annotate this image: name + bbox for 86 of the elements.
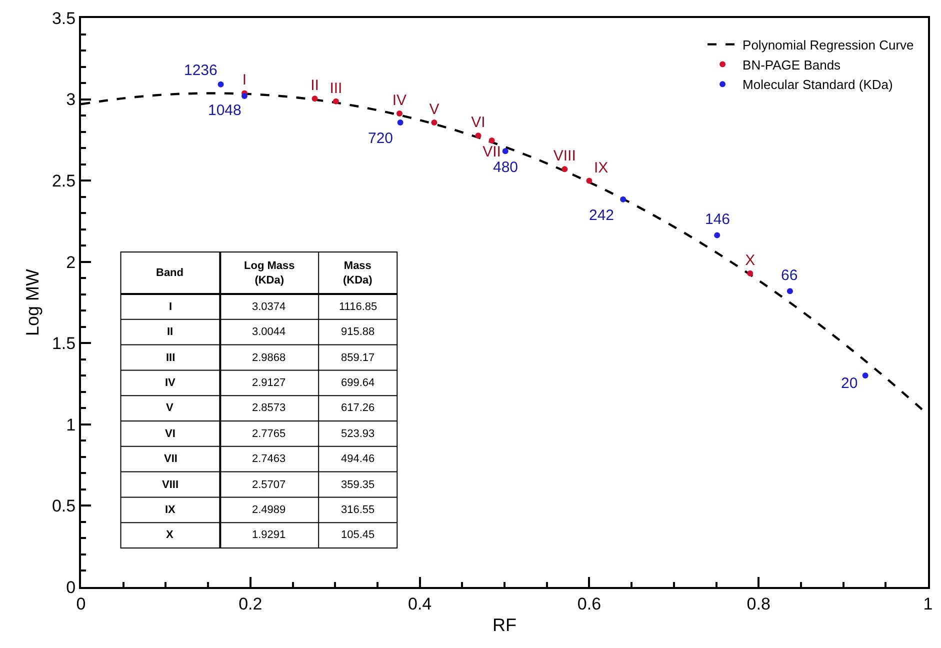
data-label: V — [429, 100, 440, 118]
category-label: VIII — [162, 479, 179, 491]
legend-label: BN-PAGE Bands — [742, 57, 842, 72]
data-label: 915.88 — [341, 326, 375, 338]
y-tick-label: 3 — [66, 90, 76, 110]
data-label: 316.55 — [341, 504, 375, 516]
point — [586, 178, 592, 184]
point — [396, 110, 402, 116]
data-label: VI — [471, 114, 486, 132]
annotation: 720 — [368, 130, 394, 147]
data-label: VII — [482, 144, 501, 161]
data-label: II — [310, 77, 319, 94]
point — [332, 98, 339, 104]
data-label: 2.7765 — [252, 428, 286, 440]
text: Mass (KDa) — [343, 260, 373, 286]
x-tick-label: 0.8 — [746, 594, 770, 614]
point — [218, 81, 224, 88]
point — [502, 148, 508, 154]
data-label: 2.8573 — [252, 402, 286, 414]
annotation: 1048 — [208, 102, 242, 119]
annotation: 146 — [705, 211, 730, 228]
y-tick-label: 0 — [66, 578, 76, 597]
point — [397, 120, 404, 126]
x-tick-label: 1 — [923, 594, 933, 614]
data-label: IX — [594, 159, 608, 176]
y-axis-title: Log MW — [22, 268, 43, 336]
point — [747, 270, 754, 276]
point — [714, 232, 720, 238]
annotation: 20 — [841, 375, 858, 392]
data-label: 494.46 — [341, 453, 375, 465]
category-label: IV — [165, 377, 176, 389]
legend-label: Polynomial Regression Curve — [742, 37, 914, 52]
point — [620, 196, 626, 202]
point — [312, 96, 318, 102]
data-label: 859.17 — [341, 352, 375, 364]
data-label: 1.9291 — [252, 529, 286, 541]
data-label: X — [745, 252, 756, 269]
annotation: 66 — [781, 267, 798, 284]
data-label: 105.45 — [341, 529, 375, 541]
data-label: 2.9127 — [252, 377, 286, 389]
data-label: 699.64 — [341, 377, 375, 389]
y-tick-label: 1 — [66, 415, 76, 434]
data-label: VIII — [553, 148, 576, 165]
point — [786, 288, 793, 294]
point — [241, 93, 248, 100]
category-label: VII — [164, 453, 178, 465]
category-label: III — [166, 352, 176, 364]
point — [431, 119, 438, 126]
y-tick-label: 2 — [66, 252, 76, 272]
data-label: 2.7463 — [252, 453, 286, 465]
x-axis-title: RF — [492, 615, 516, 635]
category-label: X — [166, 529, 174, 541]
annotation: 480 — [493, 159, 518, 176]
data-label: 617.26 — [341, 402, 375, 414]
data-label: 1116.85 — [339, 301, 378, 313]
data-label: IV — [392, 92, 407, 109]
text: Band — [156, 267, 184, 279]
text: Log Mass (KDa) — [244, 260, 295, 286]
annotation: 242 — [589, 207, 614, 224]
category-label: II — [167, 326, 174, 338]
x-tick-label: 0.2 — [238, 594, 262, 614]
y-tick-label: 3.5 — [52, 8, 76, 28]
category-label: I — [169, 301, 172, 313]
category-label: VI — [165, 428, 176, 440]
y-tick-label: 1.5 — [52, 334, 76, 354]
point — [562, 166, 568, 172]
legend-label: Molecular Standard (KDa) — [742, 77, 893, 92]
data-label: 3.0044 — [252, 326, 286, 338]
x-tick-label: 0.4 — [408, 594, 432, 614]
data-label: I — [242, 72, 247, 89]
category-label: IX — [165, 504, 176, 516]
y-tick-label: 2.5 — [52, 172, 76, 191]
point — [488, 138, 495, 144]
y-tick-label: 0.5 — [52, 496, 76, 516]
x-tick-label: 0.6 — [577, 594, 602, 614]
point — [862, 372, 868, 378]
data-label: III — [330, 80, 342, 97]
data-label: 2.9868 — [252, 352, 286, 364]
data-label: 3.0374 — [252, 301, 286, 313]
data-label: 359.35 — [341, 479, 375, 491]
data-label: 2.4989 — [252, 504, 286, 516]
data-label: 523.93 — [341, 428, 375, 440]
category-label: V — [166, 402, 174, 414]
point — [475, 132, 482, 139]
data-label: 2.5707 — [252, 479, 286, 491]
annotation: 1236 — [184, 62, 218, 79]
